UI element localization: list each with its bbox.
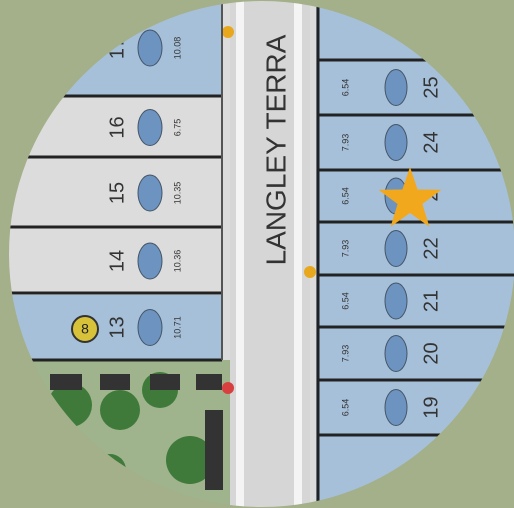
point [222, 382, 234, 394]
lot-area: 6.75 [172, 119, 182, 137]
lot-number: 16 [106, 116, 128, 138]
lot [8, 229, 222, 293]
lot-width: 7.93 [340, 345, 350, 363]
tree-symbol [384, 389, 408, 426]
lot-number: 20 [420, 342, 442, 364]
road-edge [294, 0, 302, 508]
lot-number: 13 [106, 316, 128, 338]
lot-width: 7.93 [340, 134, 350, 152]
tree-symbol [384, 335, 408, 372]
tree-symbol [384, 124, 408, 161]
lot-width: 7.93 [340, 240, 350, 258]
marker-badge [71, 315, 99, 343]
tree-symbol [384, 69, 408, 106]
lot-width: 6.54 [340, 292, 350, 310]
lot-number: 19 [420, 396, 442, 418]
tree-symbol [384, 230, 408, 267]
lot-number: 14 [106, 250, 128, 272]
lot-width: 6.54 [340, 399, 350, 417]
frame [7, 0, 514, 508]
lot-number: 25 [420, 76, 442, 98]
point [222, 26, 234, 38]
tree-symbol [137, 29, 163, 67]
marker-label: 8 [81, 321, 89, 337]
lot [8, 295, 222, 360]
tree-symbol [384, 282, 408, 320]
road-edge [236, 0, 244, 508]
lot-area: 10.08 [172, 37, 182, 60]
lot-number: 15 [106, 182, 128, 204]
tree-symbol [137, 309, 163, 346]
location-star [378, 167, 442, 227]
lot-area: 10.71 [172, 316, 182, 339]
tree-symbol [137, 109, 163, 146]
tree-symbol [137, 242, 163, 280]
lot-number: 24 [420, 131, 442, 153]
lot [8, 159, 222, 227]
road-label: LANGLEY TERRA [260, 34, 291, 265]
lot-width: 6.54 [340, 187, 350, 205]
lot-number: 22 [420, 237, 442, 259]
lot-area: 10.35 [172, 182, 182, 205]
tree-symbol [137, 174, 163, 212]
point [304, 266, 316, 278]
garden-blocks [50, 374, 223, 490]
lot-width: 6.54 [340, 79, 350, 97]
lot-number: 21 [420, 290, 442, 312]
lot-area: 10.36 [172, 250, 182, 273]
